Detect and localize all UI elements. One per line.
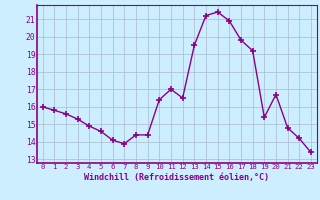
X-axis label: Windchill (Refroidissement éolien,°C): Windchill (Refroidissement éolien,°C) <box>84 173 269 182</box>
